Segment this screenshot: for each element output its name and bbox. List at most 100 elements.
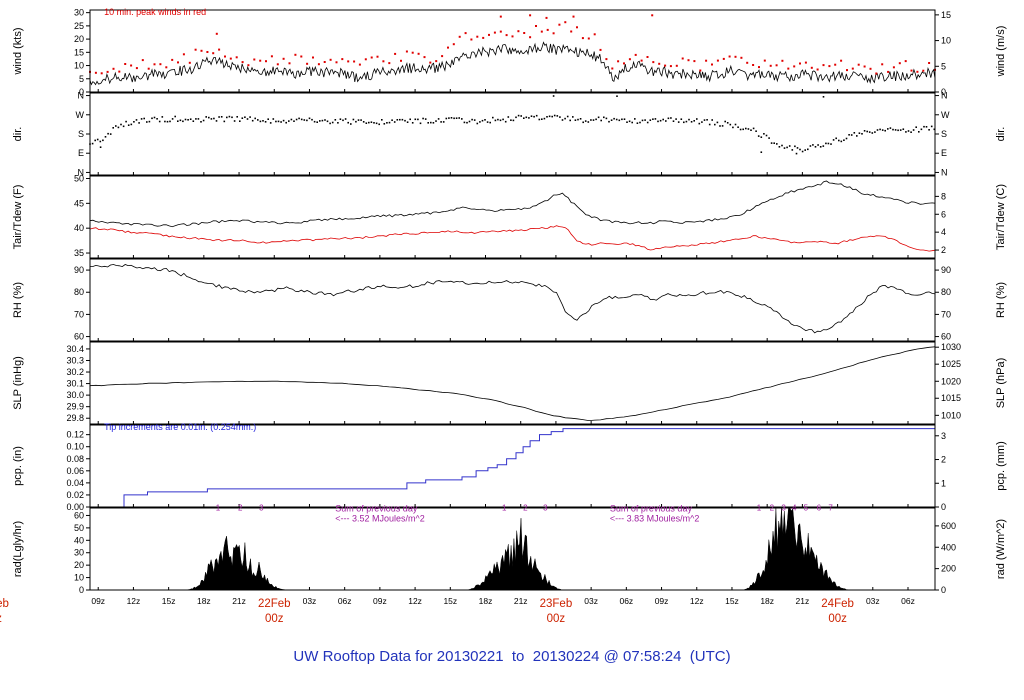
- svg-text:90: 90: [941, 265, 951, 275]
- axis-label-rad-lgly: rad(Lgly/hr): [12, 520, 24, 578]
- svg-text:1025: 1025: [941, 359, 961, 369]
- svg-text:35: 35: [74, 248, 84, 258]
- svg-text:23Feb: 23Feb: [540, 598, 573, 610]
- svg-text:0.06: 0.06: [66, 466, 84, 476]
- svg-text:21z: 21z: [514, 596, 528, 606]
- svg-text:6: 6: [817, 503, 822, 512]
- svg-text:20: 20: [74, 560, 84, 570]
- svg-text:50: 50: [74, 523, 84, 533]
- svg-text:7: 7: [828, 503, 833, 512]
- svg-text:400: 400: [941, 542, 956, 552]
- svg-text:00z: 00z: [547, 613, 566, 625]
- svg-text:S: S: [941, 129, 947, 139]
- axis-label-dir-left: dir.: [12, 126, 24, 142]
- svg-text:0.02: 0.02: [66, 490, 84, 500]
- svg-text:00z: 00z: [0, 613, 2, 625]
- svg-text:18z: 18z: [479, 596, 493, 606]
- svg-text:10: 10: [941, 36, 951, 46]
- svg-text:60: 60: [941, 332, 951, 342]
- svg-text:5: 5: [941, 61, 946, 71]
- svg-text:1: 1: [757, 503, 762, 512]
- axis-label-tair-f: Tair/Tdew (F): [12, 184, 24, 250]
- svg-text:1: 1: [502, 503, 507, 512]
- svg-text:6: 6: [941, 209, 946, 219]
- svg-text:06z: 06z: [901, 596, 915, 606]
- svg-text:06z: 06z: [619, 596, 633, 606]
- svg-text:03z: 03z: [866, 596, 880, 606]
- svg-text:30.2: 30.2: [66, 367, 84, 377]
- svg-text:40: 40: [74, 223, 84, 233]
- svg-text:3: 3: [259, 503, 264, 512]
- svg-text:30.3: 30.3: [66, 355, 84, 365]
- svg-text:10: 10: [74, 61, 84, 71]
- svg-text:0.10: 0.10: [66, 442, 84, 452]
- svg-text:00z: 00z: [265, 613, 284, 625]
- chart-title: UW Rooftop Data for 20130221 to 20130224…: [293, 648, 731, 665]
- svg-text:24Feb: 24Feb: [821, 598, 854, 610]
- svg-text:15z: 15z: [443, 596, 457, 606]
- svg-text:2: 2: [941, 245, 946, 255]
- svg-text:600: 600: [941, 521, 956, 531]
- svg-text:5: 5: [804, 503, 809, 512]
- axis-label-slp-hpa: SLP (hPa): [995, 357, 1007, 409]
- svg-text:2: 2: [770, 503, 775, 512]
- svg-text:70: 70: [74, 309, 84, 319]
- svg-text:03z: 03z: [303, 596, 317, 606]
- svg-text:45: 45: [74, 198, 84, 208]
- svg-text:N: N: [941, 167, 948, 177]
- svg-text:15z: 15z: [725, 596, 739, 606]
- svg-text:21z: 21z: [796, 596, 810, 606]
- svg-text:20: 20: [74, 34, 84, 44]
- svg-text:1020: 1020: [941, 376, 961, 386]
- svg-text:E: E: [78, 148, 84, 158]
- svg-text:30: 30: [74, 548, 84, 558]
- svg-text:10: 10: [74, 573, 84, 583]
- svg-text:1: 1: [941, 478, 946, 488]
- axis-label-pcp-mm: pcp. (mm): [995, 441, 1007, 491]
- svg-text:200: 200: [941, 564, 956, 574]
- axis-label-wind-ms: wind (m/s): [995, 25, 1007, 77]
- svg-text:0.04: 0.04: [66, 478, 84, 488]
- svg-text:W: W: [941, 110, 950, 120]
- svg-text:Sum of previous day: Sum of previous day: [335, 504, 418, 514]
- svg-text:W: W: [76, 110, 85, 120]
- svg-text:0.08: 0.08: [66, 454, 84, 464]
- svg-text:1010: 1010: [941, 410, 961, 420]
- svg-text:29.9: 29.9: [66, 402, 84, 412]
- svg-text:N: N: [941, 91, 948, 101]
- svg-text:09z: 09z: [91, 596, 105, 606]
- svg-text:21Feb: 21Feb: [0, 598, 9, 610]
- svg-text:1: 1: [216, 503, 221, 512]
- svg-text:50: 50: [74, 173, 84, 183]
- svg-text:09z: 09z: [373, 596, 387, 606]
- svg-text:0: 0: [941, 87, 946, 97]
- svg-text:3: 3: [543, 503, 548, 512]
- svg-text:15: 15: [941, 10, 951, 20]
- svg-text:29.8: 29.8: [66, 413, 84, 423]
- svg-text:10 min. peak winds in red: 10 min. peak winds in red: [104, 7, 206, 17]
- svg-text:S: S: [78, 129, 84, 139]
- svg-text:80: 80: [941, 287, 951, 297]
- svg-text:00z: 00z: [828, 613, 847, 625]
- axis-label-rad-wm2: rad (W/m^2): [995, 518, 1007, 580]
- svg-text:22Feb: 22Feb: [258, 598, 291, 610]
- svg-text:03z: 03z: [584, 596, 598, 606]
- svg-text:18z: 18z: [760, 596, 774, 606]
- svg-text:1030: 1030: [941, 342, 961, 352]
- svg-text:0: 0: [79, 585, 84, 595]
- axis-label-slp-inhg: SLP (inHg): [12, 356, 24, 410]
- svg-text:30.4: 30.4: [66, 344, 84, 354]
- axis-label-dir-right: dir.: [995, 126, 1007, 142]
- svg-text:60: 60: [74, 332, 84, 342]
- svg-text:3: 3: [941, 431, 946, 441]
- svg-text:N: N: [78, 91, 85, 101]
- svg-text:<--- 3.52 MJoules/m^2: <--- 3.52 MJoules/m^2: [335, 514, 425, 524]
- axis-label-rh-right: RH (%): [995, 281, 1007, 319]
- svg-text:30: 30: [74, 8, 84, 18]
- svg-text:N: N: [78, 167, 85, 177]
- svg-text:21z: 21z: [232, 596, 246, 606]
- svg-text:70: 70: [941, 309, 951, 319]
- svg-text:18z: 18z: [197, 596, 211, 606]
- svg-text:15z: 15z: [162, 596, 176, 606]
